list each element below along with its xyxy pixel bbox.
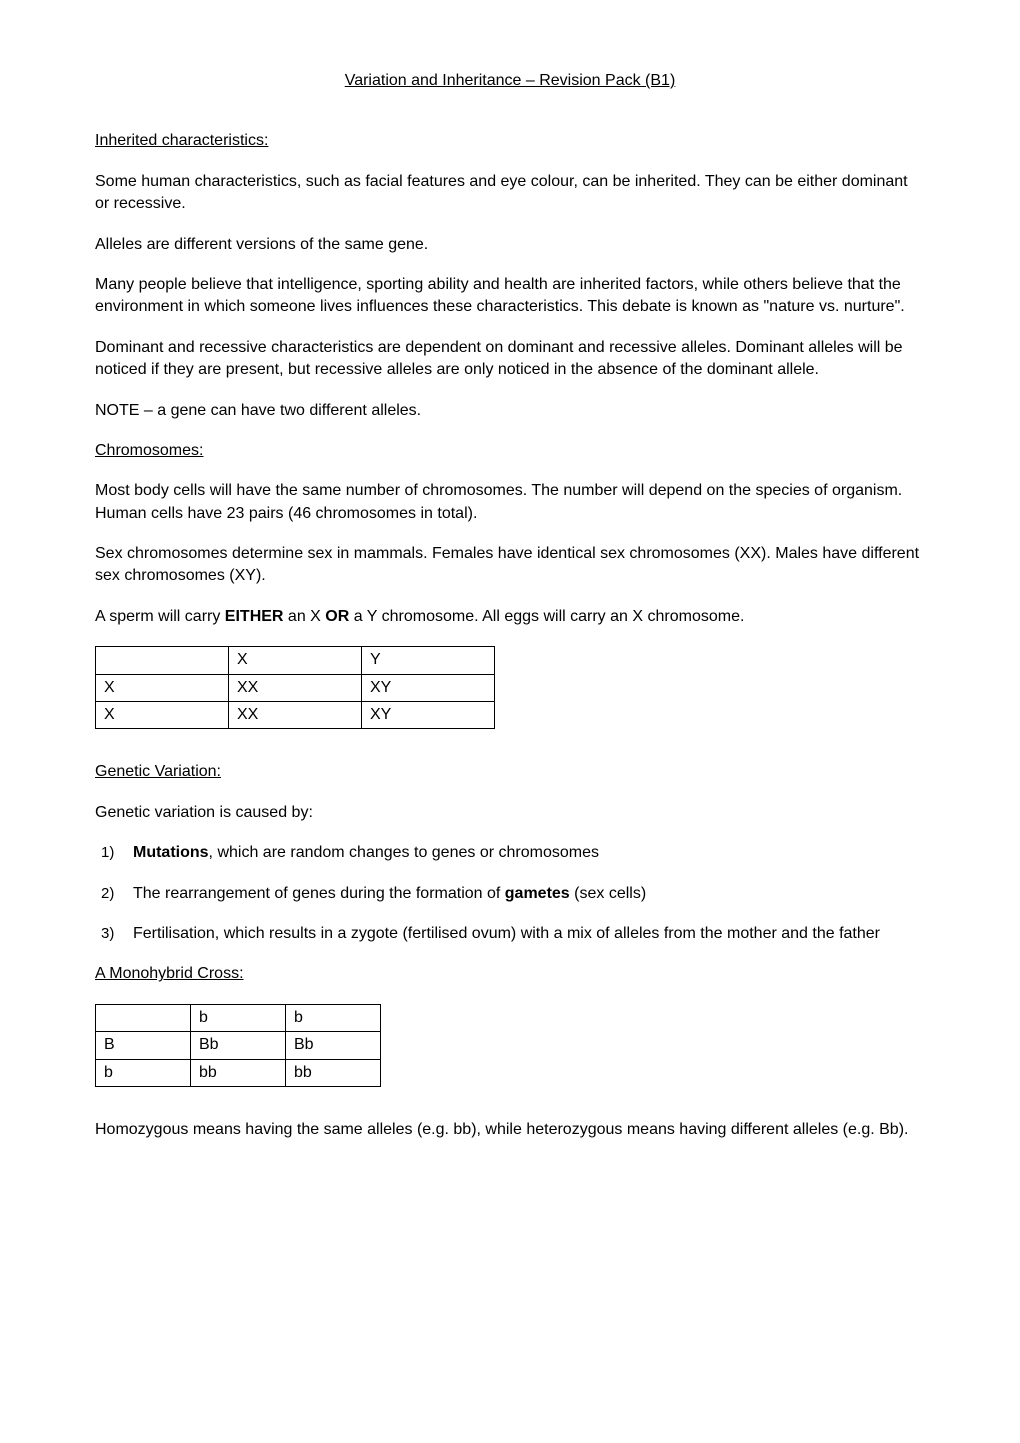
- chromosomes-heading: Chromosomes:: [95, 440, 925, 462]
- table-cell: Bb: [191, 1032, 286, 1059]
- inherited-p4: Dominant and recessive characteristics a…: [95, 337, 925, 382]
- table-cell: B: [96, 1032, 191, 1059]
- list-item: 3) Fertilisation, which results in a zyg…: [133, 923, 925, 945]
- table-row: b bb bb: [96, 1059, 381, 1086]
- table-cell: [96, 1004, 191, 1031]
- list-number: 1): [101, 842, 114, 863]
- monohybrid-table: b b B Bb Bb b bb bb: [95, 1004, 381, 1087]
- table-cell: XX: [229, 674, 362, 701]
- list-item-text: Fertilisation, which results in a zygote…: [133, 925, 880, 942]
- list-item: 2) The rearrangement of genes during the…: [133, 883, 925, 905]
- list-item-bold: gametes: [505, 885, 570, 902]
- list-item-bold: Mutations: [133, 844, 209, 861]
- chromosomes-p3-mid: an X: [283, 608, 325, 625]
- inherited-p2: Alleles are different versions of the sa…: [95, 234, 925, 256]
- chromosomes-p3: A sperm will carry EITHER an X OR a Y ch…: [95, 606, 925, 628]
- table-cell: Bb: [286, 1032, 381, 1059]
- variation-heading: Genetic Variation:: [95, 761, 925, 783]
- chromosomes-p3-pre: A sperm will carry: [95, 608, 225, 625]
- sex-chromosome-table: X Y X XX XY X XX XY: [95, 646, 495, 729]
- chromosomes-p2: Sex chromosomes determine sex in mammals…: [95, 543, 925, 588]
- variation-p1: Genetic variation is caused by:: [95, 802, 925, 824]
- chromosomes-p3-b1: EITHER: [225, 608, 284, 625]
- table-cell: bb: [286, 1059, 381, 1086]
- table-cell: XY: [362, 702, 495, 729]
- table-cell: X: [229, 647, 362, 674]
- table-row: X XX XY: [96, 674, 495, 701]
- monohybrid-p1: Homozygous means having the same alleles…: [95, 1119, 925, 1141]
- table-cell: bb: [191, 1059, 286, 1086]
- list-item-text: The rearrangement of genes during the fo…: [133, 885, 505, 902]
- page-title: Variation and Inheritance – Revision Pac…: [95, 70, 925, 92]
- list-number: 3): [101, 923, 114, 944]
- list-item: 1) Mutations, which are random changes t…: [133, 842, 925, 864]
- variation-list: 1) Mutations, which are random changes t…: [95, 842, 925, 945]
- inherited-p5: NOTE – a gene can have two different all…: [95, 400, 925, 422]
- table-row: X XX XY: [96, 702, 495, 729]
- table-cell: XY: [362, 674, 495, 701]
- chromosomes-p1: Most body cells will have the same numbe…: [95, 480, 925, 525]
- table-row: X Y: [96, 647, 495, 674]
- table-cell: Y: [362, 647, 495, 674]
- chromosomes-p3-b2: OR: [325, 608, 349, 625]
- table-cell: X: [96, 674, 229, 701]
- table-row: B Bb Bb: [96, 1032, 381, 1059]
- list-item-text: (sex cells): [570, 885, 646, 902]
- monohybrid-heading: A Monohybrid Cross:: [95, 963, 925, 985]
- table-row: b b: [96, 1004, 381, 1031]
- list-item-text: , which are random changes to genes or c…: [209, 844, 599, 861]
- table-cell: X: [96, 702, 229, 729]
- list-number: 2): [101, 883, 114, 904]
- table-cell: b: [286, 1004, 381, 1031]
- table-cell: b: [191, 1004, 286, 1031]
- table-cell: XX: [229, 702, 362, 729]
- inherited-p1: Some human characteristics, such as faci…: [95, 171, 925, 216]
- inherited-heading: Inherited characteristics:: [95, 130, 925, 152]
- table-cell: b: [96, 1059, 191, 1086]
- inherited-p3: Many people believe that intelligence, s…: [95, 274, 925, 319]
- chromosomes-p3-post: a Y chromosome. All eggs will carry an X…: [349, 608, 744, 625]
- table-cell: [96, 647, 229, 674]
